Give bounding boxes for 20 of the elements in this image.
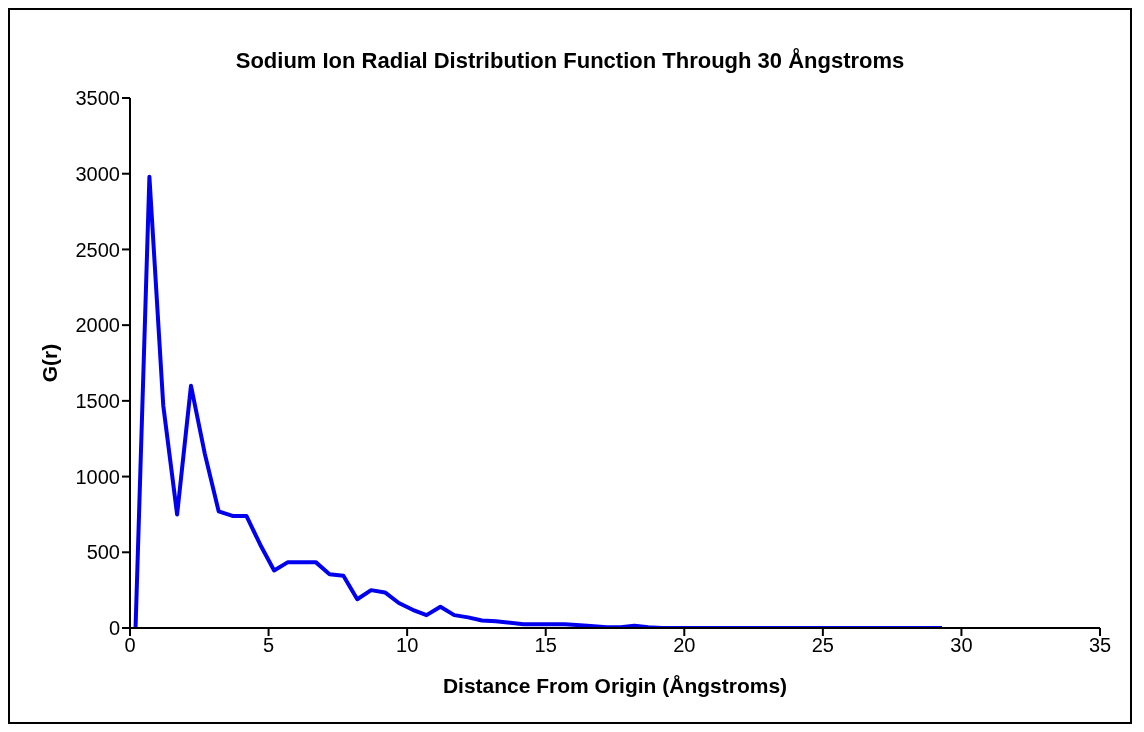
x-tick-label: 0 <box>124 634 136 657</box>
y-axis-title: G(r) <box>38 343 62 383</box>
x-tick-label: 5 <box>263 634 275 657</box>
y-tick-label: 2000 <box>75 314 120 337</box>
x-tick-label: 20 <box>673 634 696 657</box>
x-axis-title: Distance From Origin (Ångstroms) <box>442 673 788 697</box>
x-tick-label: 10 <box>396 634 419 657</box>
y-tick-label: 3000 <box>75 162 120 185</box>
x-tick-label: 30 <box>950 634 973 657</box>
y-tick-label: 0 <box>108 617 120 640</box>
y-tick-label: 500 <box>86 541 120 564</box>
y-tick-label: 3500 <box>75 87 120 110</box>
y-tick-label: 1000 <box>75 465 120 488</box>
chart-title: Sodium Ion Radial Distribution Function Through 30 Ångstroms <box>234 48 906 75</box>
line-series <box>133 174 945 628</box>
y-tick-label: 1500 <box>75 389 120 412</box>
x-tick-label: 15 <box>534 634 557 657</box>
x-tick-label: 25 <box>811 634 834 657</box>
x-tick-label: 35 <box>1088 634 1112 657</box>
y-tick-label: 2500 <box>75 238 120 261</box>
